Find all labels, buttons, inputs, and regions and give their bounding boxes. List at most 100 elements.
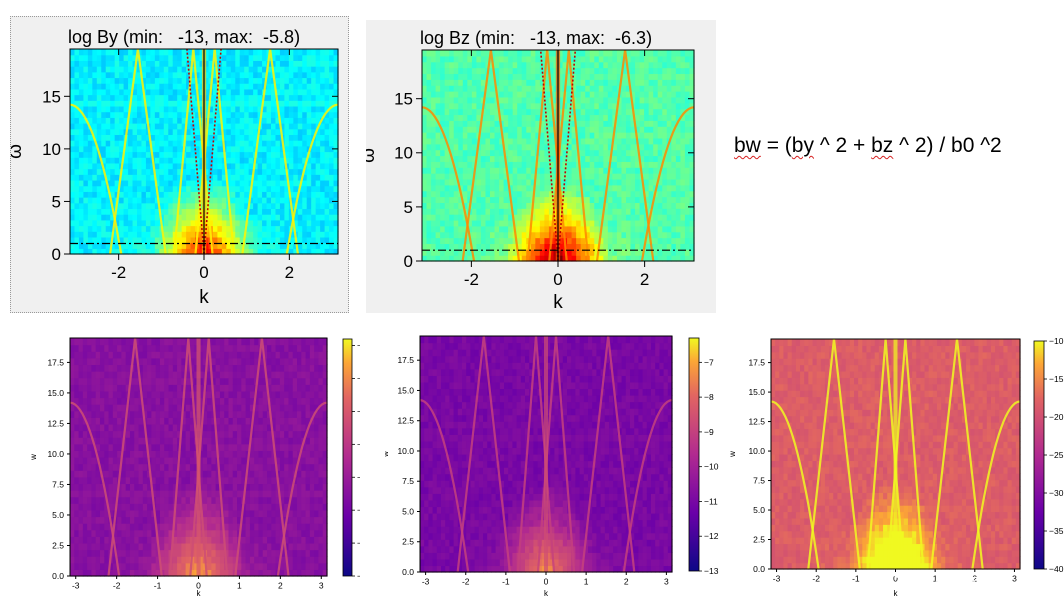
heatmap-cell [631,144,636,150]
heatmap-cell [626,220,631,226]
heatmap-cell [137,140,142,146]
heatmap-cell [449,173,454,179]
heatmap-cell [168,191,173,197]
heatmap-cell [83,371,88,378]
heatmap-cell [168,134,173,140]
heatmap-cell [106,203,111,209]
heatmap-cell [508,79,513,85]
heatmap-cell [458,97,463,103]
heatmap-cell [240,72,245,78]
heatmap-cell [621,226,626,232]
heatmap-cell [576,103,581,109]
heatmap-cell [526,109,531,115]
heatmap-cell [676,232,681,238]
heatmap-cell [155,123,160,129]
heatmap-cell [508,114,513,120]
heatmap-cell [182,214,187,220]
heatmap-cell [97,72,102,78]
heatmap-cell [490,144,495,150]
heatmap-cell [640,114,645,120]
heatmap-cell [485,214,490,220]
heatmap-cell [495,144,500,150]
heatmap-cell [146,208,151,214]
heatmap-cell [249,140,254,146]
heatmap-cell [87,358,92,365]
heatmap-cell [240,129,245,135]
heatmap-cell [499,161,504,167]
heatmap-cell [311,186,316,192]
heatmap-cell [640,103,645,109]
heatmap-cell [499,156,504,162]
heatmap-cell [88,208,93,214]
heatmap-cell [311,60,316,66]
heatmap-cell [70,371,75,378]
heatmap-cell [97,60,102,66]
heatmap-cell [590,85,595,91]
heatmap-cell [472,226,477,232]
heatmap-cell [540,167,545,173]
heatmap-cell [476,68,481,74]
heatmap-cell [644,144,649,150]
heatmap-cell [608,91,613,97]
heatmap-cell [222,100,227,106]
heatmap-cell [141,117,146,123]
heatmap-cell [617,185,622,191]
heatmap-cell [653,156,658,162]
heatmap-cell [481,179,486,185]
heatmap-cell [316,100,321,106]
heatmap-cell [513,68,518,74]
heatmap-cell [88,191,93,197]
heatmap-cell [70,457,75,464]
heatmap-cell [499,91,504,97]
heatmap-cell [302,112,307,118]
heatmap-cell [284,203,289,209]
heatmap-cell [631,173,636,179]
heatmap-cell [79,134,84,140]
heatmap-cell [195,49,200,55]
heatmap-cell [436,161,441,167]
heatmap-cell [74,186,79,192]
heatmap-cell [159,134,164,140]
heatmap-cell [226,129,231,135]
heatmap-cell [445,109,450,115]
heatmap-cell [658,50,663,56]
heatmap-cell [458,56,463,62]
heatmap-cell [124,60,129,66]
heatmap-cell [258,174,263,180]
heatmap-cell [440,109,445,115]
heatmap-cell [133,214,138,220]
heatmap-cell [467,126,472,132]
heatmap-cell [436,156,441,162]
heatmap-cell [316,77,321,83]
heatmap-cell [671,62,676,68]
heatmap-cell [139,464,144,471]
heatmap-cell [320,146,325,152]
heatmap-cell [311,231,316,237]
heatmap-cell [422,226,427,232]
heatmap-cell [258,237,263,243]
heatmap-cell [280,77,285,83]
heatmap-cell [104,457,109,464]
heatmap-cell [504,68,509,74]
heatmap-cell [88,226,93,232]
heatmap-cell [115,140,120,146]
heatmap-cell [422,220,427,226]
heatmap-cell [626,214,631,220]
heatmap-cell [325,186,330,192]
heatmap-cell [168,117,173,123]
heatmap-cell [504,232,509,238]
heatmap-cell [133,123,138,129]
heatmap-cell [258,77,263,83]
heatmap-cell [517,91,522,97]
heatmap-cell [526,103,531,109]
heatmap-cell [644,109,649,115]
heatmap-cell [612,197,617,203]
heatmap-cell [226,55,231,61]
heatmap-cell [685,197,690,203]
heatmap-cell [240,60,245,66]
heatmap-cell [101,134,106,140]
heatmap-cell [440,56,445,62]
heatmap-cell [685,138,690,144]
heatmap-cell [101,89,106,95]
heatmap-cell [662,132,667,138]
